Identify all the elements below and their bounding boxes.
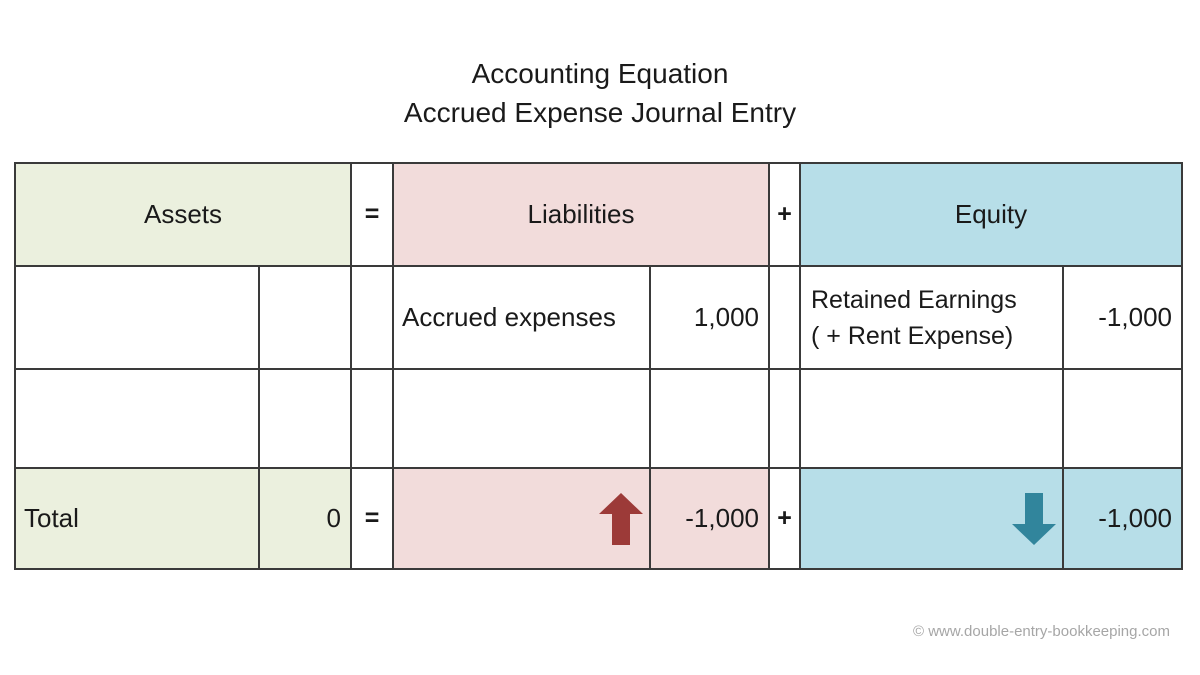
total-equals-sign: = — [352, 469, 392, 568]
equity-account-cell-empty — [801, 370, 1062, 467]
title-line-1: Accounting Equation — [471, 58, 729, 89]
liabilities-total-cell: -1,000 — [651, 469, 768, 568]
liability-amount-cell-empty — [651, 370, 768, 467]
asset-account-cell-empty — [16, 370, 258, 467]
header-liabilities: Liabilities — [394, 164, 768, 265]
equity-total-cell: -1,000 — [1064, 469, 1181, 568]
plus-column-cell-empty — [770, 370, 799, 467]
header-equity: Equity — [801, 164, 1181, 265]
asset-amount-cell-empty — [260, 267, 350, 368]
header-equals-sign: = — [352, 164, 392, 265]
equity-account-cell: Retained Earnings ( + Rent Expense) — [801, 267, 1062, 368]
liability-amount-cell: 1,000 — [651, 267, 768, 368]
equity-account-text: Retained Earnings ( + Rent Expense) — [801, 282, 1017, 354]
total-label-cell: Total — [16, 469, 258, 568]
copyright-notice: © www.double-entry-bookkeeping.com — [912, 623, 1170, 640]
up-arrow-icon — [599, 492, 643, 545]
equity-account-line-2: ( + Rent Expense) — [811, 321, 1014, 350]
down-arrow-icon — [1012, 492, 1056, 545]
equals-column-cell-empty — [352, 370, 392, 467]
plus-column-cell-empty — [770, 267, 799, 368]
equity-account-line-1: Retained Earnings — [811, 285, 1017, 314]
header-plus-sign: + — [770, 164, 799, 265]
equity-amount-cell: -1,000 — [1064, 267, 1181, 368]
header-assets: Assets — [16, 164, 350, 265]
liability-account-cell-empty — [394, 370, 649, 467]
asset-amount-cell-empty — [260, 370, 350, 467]
total-plus-sign: + — [770, 469, 799, 568]
equity-trend-cell — [801, 469, 1062, 568]
equals-column-cell-empty — [352, 267, 392, 368]
liabilities-trend-cell — [394, 469, 649, 568]
page-title: Accounting Equation Accrued Expense Jour… — [0, 54, 1200, 132]
liability-account-cell: Accrued expenses — [394, 267, 649, 368]
equity-amount-cell-empty — [1064, 370, 1181, 467]
asset-account-cell-empty — [16, 267, 258, 368]
title-line-2: Accrued Expense Journal Entry — [403, 97, 797, 128]
accounting-equation-table: Assets = Liabilities + Equity Accrued ex… — [14, 162, 1183, 570]
assets-total-cell: 0 — [260, 469, 350, 568]
